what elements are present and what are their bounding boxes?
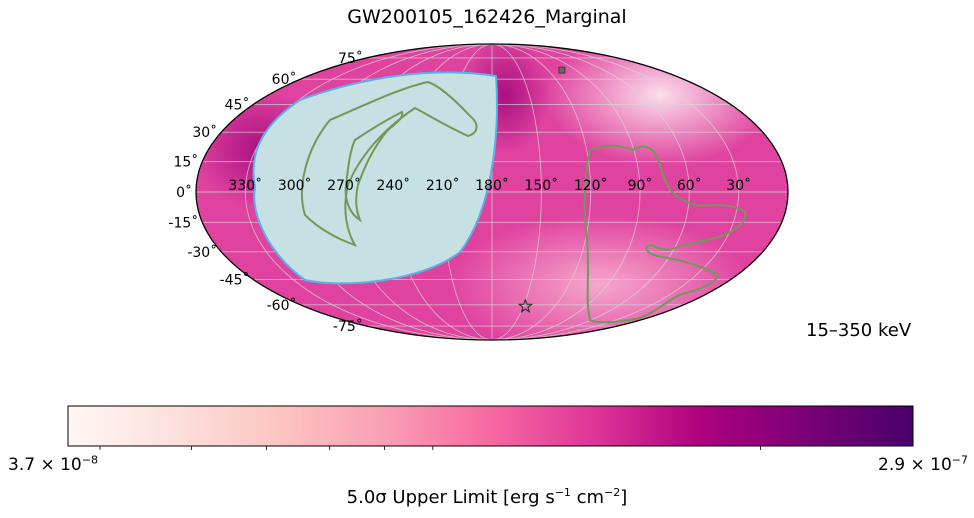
colorbar-label-post: ] [620, 487, 628, 508]
colorbar-max-label: 2.9 × 10−7 [878, 453, 968, 475]
ra-tick-label: 240˚ [376, 177, 410, 194]
dec-tick-label: 75˚ [338, 50, 363, 67]
bright-region [450, 215, 750, 340]
colorbar-label: 5.0σ Upper Limit [erg s−1 cm−2] [0, 487, 974, 508]
colorbar [67, 405, 914, 450]
colorbar-label-exp1: −1 [554, 486, 571, 499]
energy-band-label: 15–350 keV [806, 320, 912, 341]
colorbar-max-mantissa: 2.9 × 10 [878, 455, 952, 475]
dec-tick-label: -45˚ [220, 272, 250, 289]
ra-tick-label: 60˚ [677, 177, 702, 194]
colorbar-minor-ticks [99, 446, 761, 450]
colorbar-max-exponent: −7 [951, 453, 968, 467]
dec-tick-label: -60˚ [267, 297, 297, 314]
ra-tick-label: 210˚ [426, 177, 460, 194]
colorbar-gradient [67, 405, 914, 447]
sky-map-outline [195, 43, 789, 341]
dec-tick-label: 0˚ [176, 184, 192, 201]
contour-outer [301, 80, 478, 247]
ra-tick-label: 300˚ [278, 177, 312, 194]
dec-tick-label: 45˚ [225, 96, 250, 113]
ra-tick-label: 180˚ [475, 177, 509, 194]
ra-tick-label: 150˚ [524, 177, 558, 194]
occulted-region [252, 71, 498, 285]
colorbar-label-exp2: −2 [604, 486, 621, 499]
ra-tick-label: 90˚ [628, 177, 653, 194]
colorbar-label-pre: 5.0σ Upper Limit [erg s [346, 487, 555, 508]
colorbar-min-label: 3.7 × 10−8 [8, 453, 98, 475]
colorbar-min-mantissa: 3.7 × 10 [8, 455, 82, 475]
sky-map: 330˚ 300˚ 270˚ 240˚ 210˚ 180˚ 150˚ 120˚ 90˚ 60˚ 30… [168, 43, 789, 341]
dec-tick-label: -75˚ [333, 318, 363, 335]
bright-region [545, 44, 775, 165]
ra-tick-label: 120˚ [574, 177, 608, 194]
ra-tick-labels: 330˚ 300˚ 270˚ 240˚ 210˚ 180˚ 150˚ 120˚ 90˚ 60˚ 30… [228, 177, 751, 194]
dec-tick-label: 60˚ [272, 71, 297, 88]
dec-tick-label: -15˚ [168, 214, 198, 231]
contour-inner [344, 110, 404, 223]
square-marker [558, 66, 566, 74]
colorbar-label-mid: cm [570, 487, 605, 508]
dec-tick-labels: 75˚ 60˚ 45˚ 30˚ 15˚ 0˚ -15˚ -30˚-45˚ -60˚ -75˚ [168, 50, 362, 335]
dec-tick-label: 15˚ [173, 154, 198, 171]
credible-contours [301, 80, 747, 324]
ra-tick-label: 270˚ [327, 177, 361, 194]
source-star-marker [517, 298, 534, 314]
ra-tick-label: 330˚ [228, 177, 262, 194]
ra-tick-label: 30˚ [726, 177, 751, 194]
contour-east [583, 144, 747, 324]
chart-title: GW200105_162426_Marginal [347, 6, 627, 28]
dec-tick-label: -30˚ [187, 244, 217, 261]
dec-tick-label: 30˚ [192, 124, 217, 141]
colorbar-min-exponent: −8 [81, 453, 98, 467]
